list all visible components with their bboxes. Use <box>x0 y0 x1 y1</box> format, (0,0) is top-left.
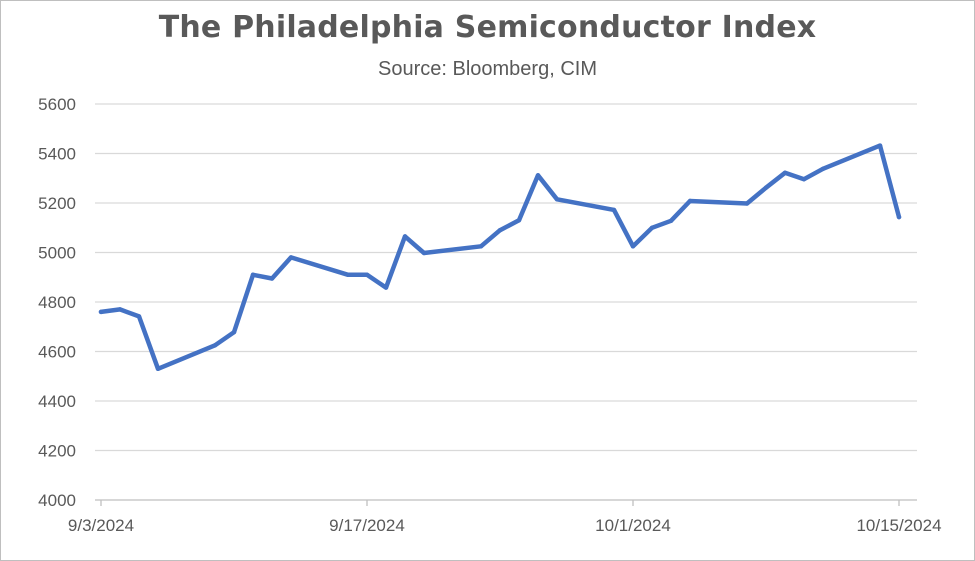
data-point <box>269 276 275 281</box>
series-line-0 <box>98 143 902 372</box>
data-point <box>231 330 237 335</box>
y-tick-label: 4800 <box>38 293 76 312</box>
chart-subtitle: Source: Bloomberg, CIM <box>378 58 597 80</box>
data-point <box>554 197 560 202</box>
data-point <box>402 234 408 239</box>
data-point <box>649 225 655 230</box>
data-point <box>516 218 522 223</box>
x-axis: 9/3/2024 9/17/2024 10/1/2024 10/15/2024 <box>68 499 942 535</box>
data-point <box>801 177 807 182</box>
y-tick-label: 5400 <box>38 145 76 164</box>
data-point <box>250 272 256 277</box>
y-tick-label: 5000 <box>38 244 76 263</box>
data-point <box>497 228 503 233</box>
y-axis-ticks: 4000 4200 4400 4600 4800 5000 5200 5400 5600 <box>38 95 76 510</box>
data-point <box>877 143 883 148</box>
y-tick-label: 4200 <box>38 442 76 461</box>
data-point <box>687 198 693 204</box>
gridlines <box>95 103 917 452</box>
data-point <box>744 201 750 206</box>
y-tick-label: 4400 <box>38 392 76 411</box>
x-tick-label: 10/15/2024 <box>856 516 941 535</box>
data-point <box>535 173 541 178</box>
data-point <box>421 250 427 256</box>
x-tick-label: 9/3/2024 <box>68 516 134 535</box>
data-point <box>630 244 636 249</box>
data-point <box>98 309 104 315</box>
data-point <box>820 166 826 171</box>
data-point <box>212 343 218 348</box>
data-point <box>763 185 769 190</box>
data-point <box>288 255 294 260</box>
data-point <box>782 170 788 175</box>
data-point <box>478 244 484 249</box>
data-point <box>668 218 674 223</box>
data-point <box>896 214 902 220</box>
x-tick-label: 10/1/2024 <box>595 516 671 535</box>
y-tick-label: 4000 <box>38 491 76 510</box>
y-tick-label: 5600 <box>38 95 76 114</box>
data-point <box>383 285 389 290</box>
y-tick-label: 4600 <box>38 343 76 362</box>
series-layer <box>98 143 902 372</box>
data-point <box>155 366 161 371</box>
data-point <box>345 272 351 277</box>
chart-title: The Philadelphia Semiconductor Index <box>158 10 817 45</box>
data-point <box>136 314 142 319</box>
data-point <box>611 207 617 213</box>
data-point <box>117 307 123 312</box>
y-tick-label: 5200 <box>38 194 76 213</box>
x-tick-label: 9/17/2024 <box>329 516 405 535</box>
data-point <box>364 272 370 277</box>
